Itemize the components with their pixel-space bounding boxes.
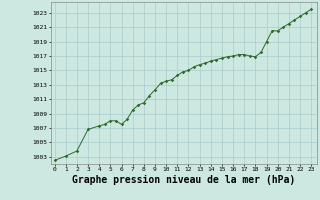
X-axis label: Graphe pression niveau de la mer (hPa): Graphe pression niveau de la mer (hPa) [72, 175, 296, 185]
